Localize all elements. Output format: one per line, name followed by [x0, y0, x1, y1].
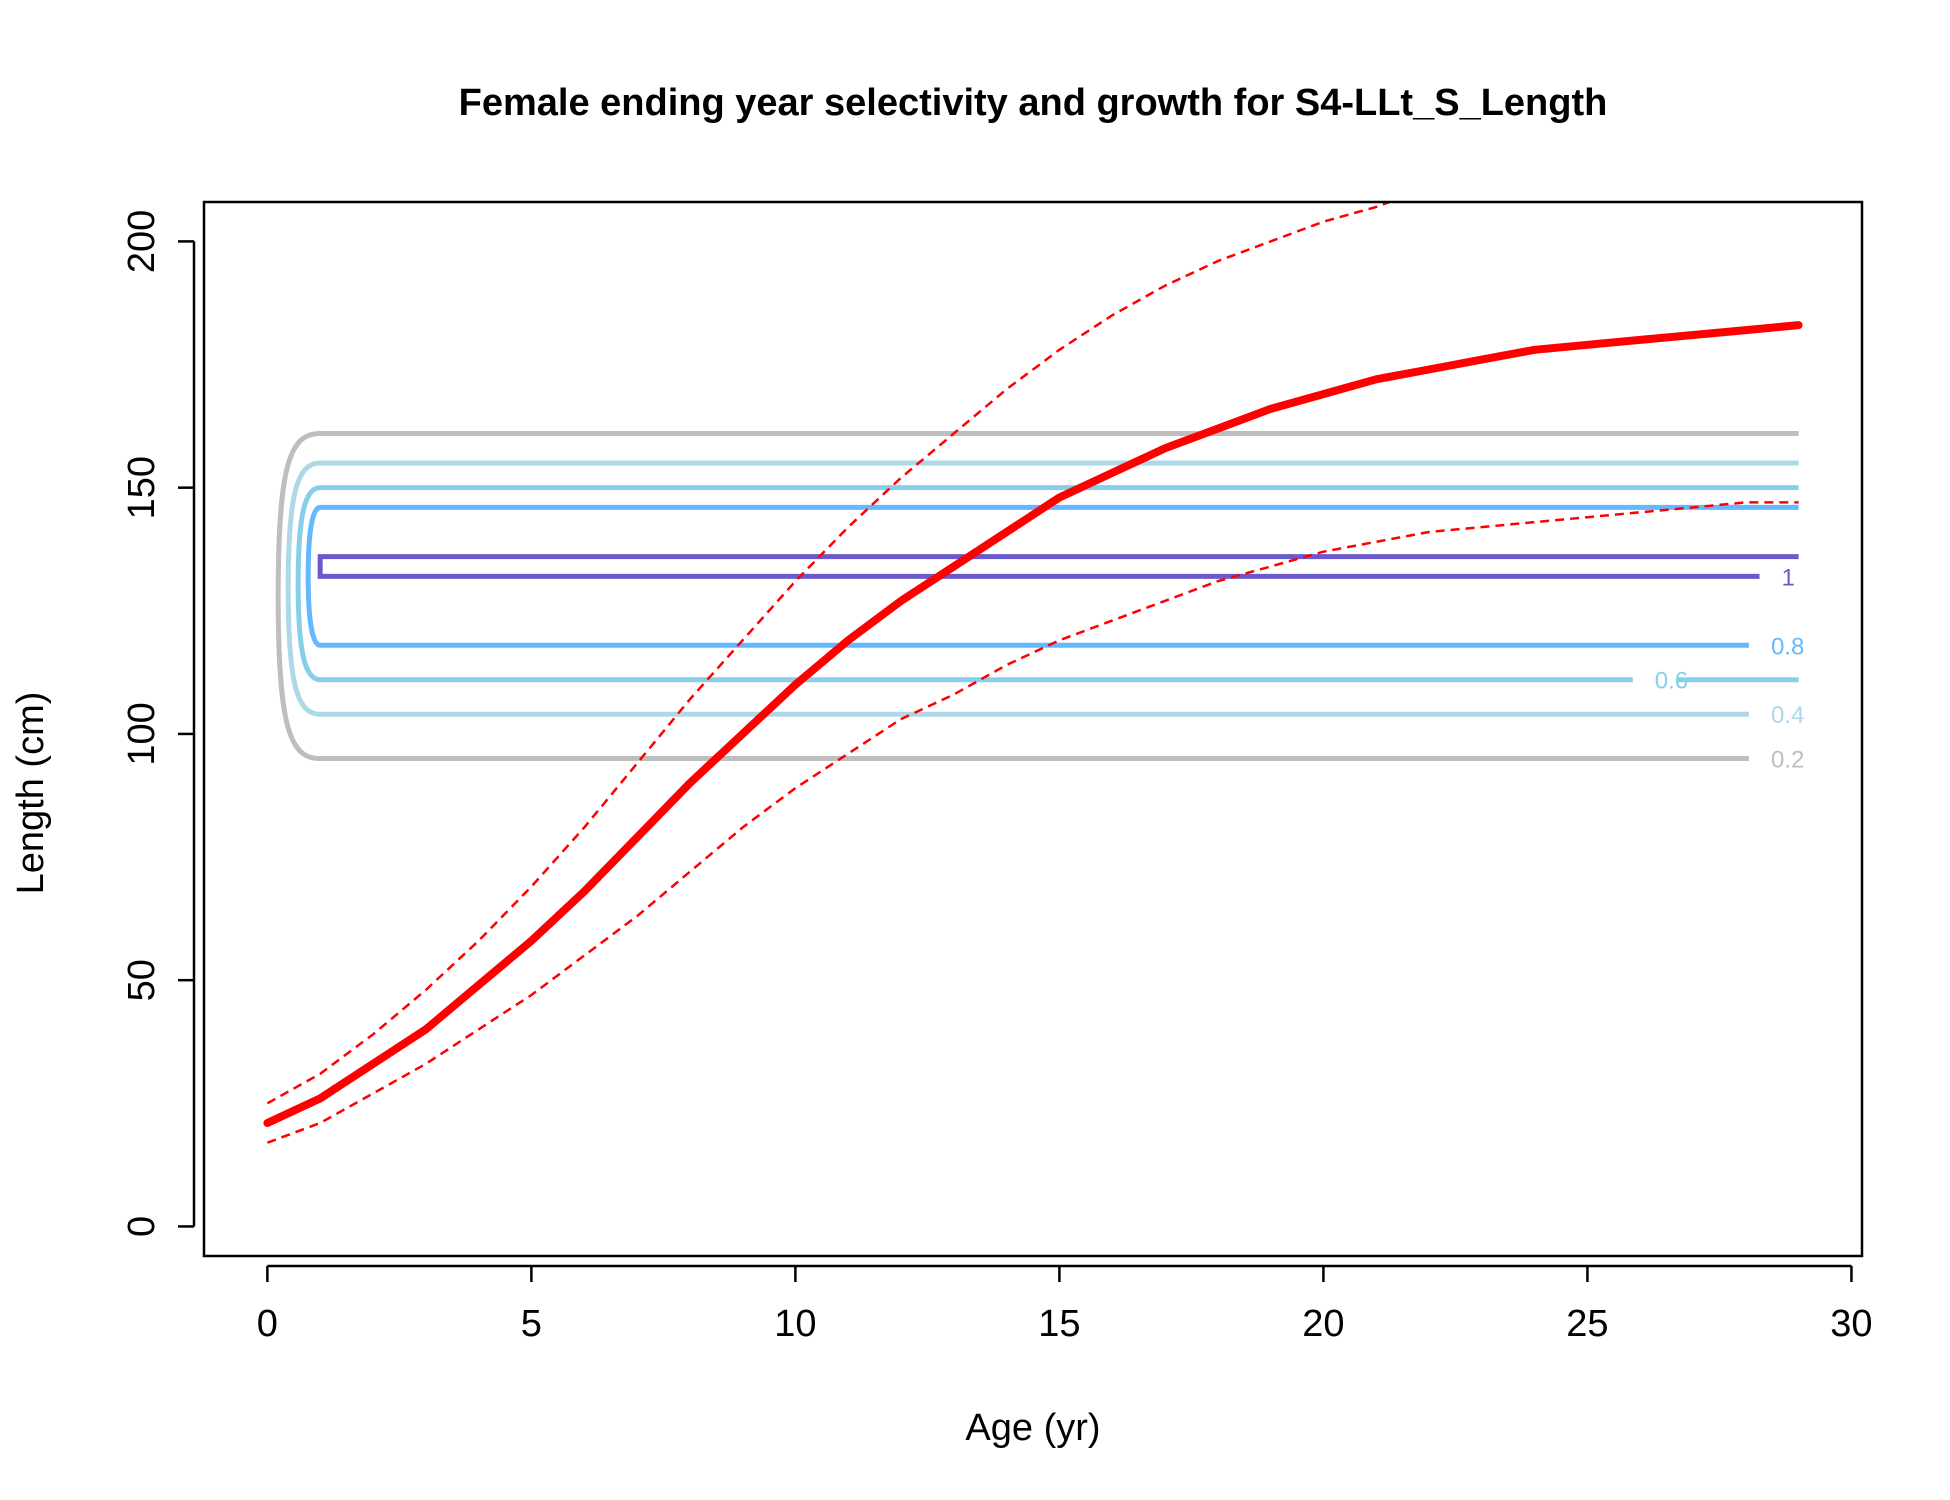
x-tick-label: 0 [257, 1303, 278, 1345]
growth-upper-interval-line [266, 202, 1393, 1105]
contour-label: 0.2 [1771, 747, 1804, 774]
y-tick-label: 150 [121, 456, 163, 519]
x-axis-label: Age (yr) [965, 1407, 1100, 1449]
y-tick-label: 100 [121, 702, 163, 765]
plot-frame [202, 200, 1864, 1258]
contour-label: 0.6 [1655, 668, 1688, 695]
x-tick-label: 30 [1830, 1303, 1872, 1345]
y-axis-label: Length (cm) [10, 692, 52, 895]
contour-line [285, 460, 1799, 717]
contour-line [275, 430, 1799, 762]
growth-lower-interval-line [266, 501, 1799, 1144]
x-tick-label: 20 [1302, 1303, 1344, 1345]
contour-line [295, 485, 1799, 683]
y-tick-label: 200 [121, 210, 163, 273]
x-tick-label: 15 [1038, 1303, 1080, 1345]
growth-mean-line [263, 321, 1803, 1127]
growth-curves [263, 202, 1803, 1144]
x-tick-label: 25 [1566, 1303, 1608, 1345]
contour-line [305, 504, 1799, 648]
selectivity-contours: 0.2 0.4 0.6 0.8 1 [275, 430, 1804, 774]
x-tick-label: 10 [774, 1303, 816, 1345]
y-tick-label: 50 [121, 959, 163, 1001]
contour-label: 0.4 [1771, 702, 1804, 729]
chart-title: Female ending year selectivity and growt… [459, 82, 1608, 124]
y-tick-label: 0 [121, 1216, 163, 1237]
x-tick-label: 5 [521, 1303, 542, 1345]
contour-line [317, 554, 1799, 579]
contour-label: 1 [1782, 564, 1795, 591]
contour-label: 0.8 [1771, 633, 1804, 660]
axes: 0 5 10 15 20 25 30 0 50 100 150 200 [121, 210, 1873, 1345]
